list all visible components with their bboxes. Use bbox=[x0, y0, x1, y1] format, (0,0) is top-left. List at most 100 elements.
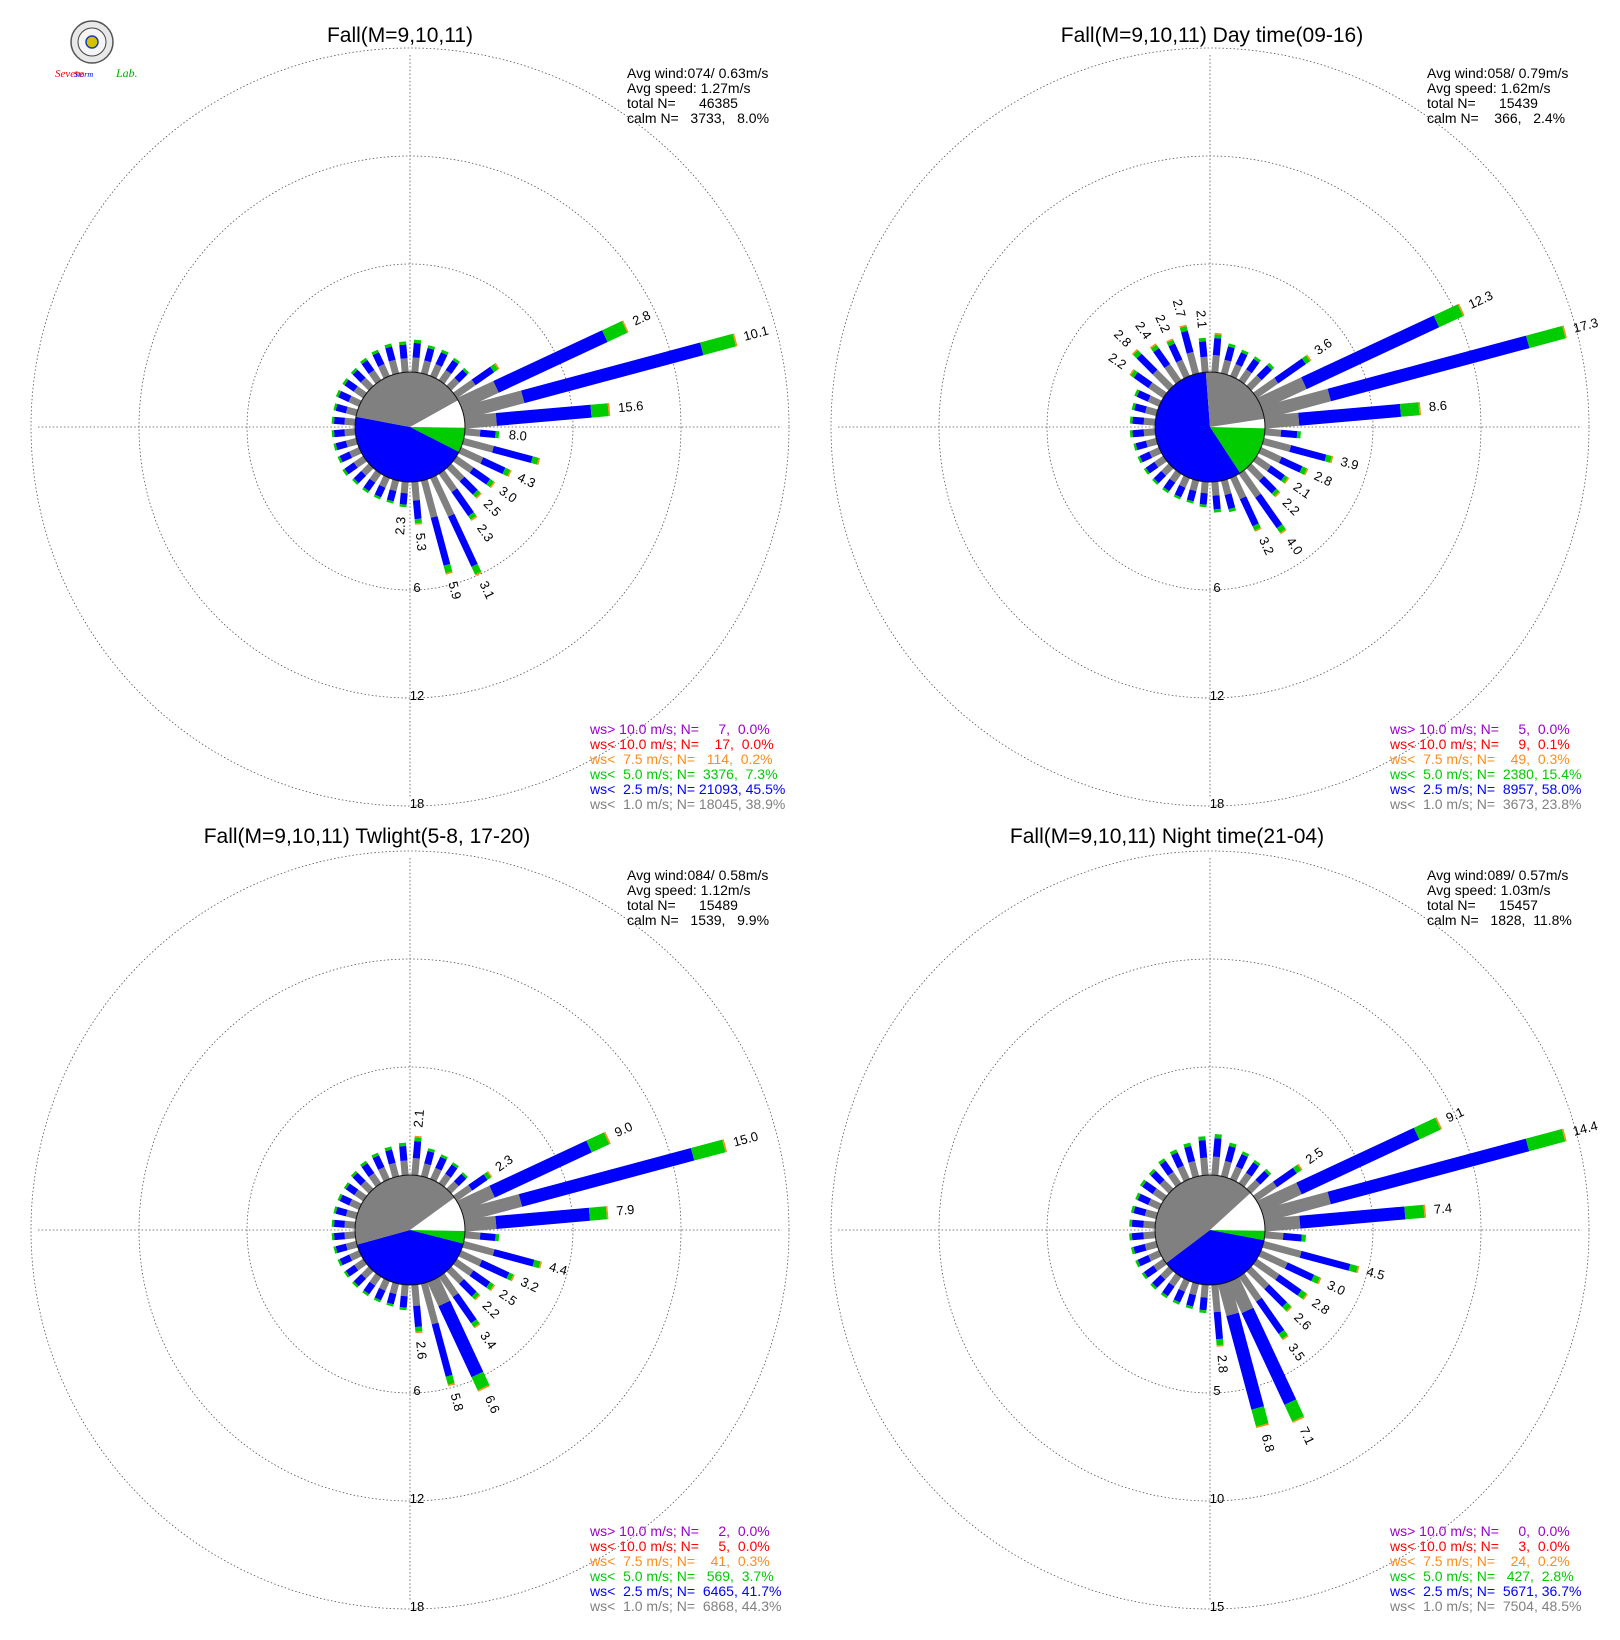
direction-bar bbox=[461, 333, 738, 419]
bar-segment-lt2-5 bbox=[1173, 1288, 1185, 1303]
bar-segment-lt2-5 bbox=[459, 476, 478, 495]
bar-segment-lt5 bbox=[1348, 1264, 1358, 1273]
direction-bar bbox=[1257, 303, 1465, 410]
stats-block: Avg wind:074/ 0.63m/s Avg speed: 1.27m/s… bbox=[627, 65, 769, 126]
grid-ring bbox=[246, 1066, 574, 1394]
bar-value-label: 17.3 bbox=[1571, 315, 1599, 336]
legend-entry-lt1: ws< 1.0 m/s; N= 3673, 23.8% bbox=[1389, 796, 1581, 812]
direction-bar bbox=[420, 479, 453, 575]
direction-bar bbox=[386, 1282, 400, 1307]
direction-bar bbox=[1152, 463, 1174, 485]
direction-bar bbox=[333, 403, 358, 417]
bar-segment-lt1 bbox=[388, 359, 400, 375]
direction-bar bbox=[1238, 1273, 1289, 1341]
bar-segment-lt1 bbox=[1246, 1266, 1270, 1290]
bar-segment-lt7-5 bbox=[1131, 348, 1138, 355]
bar-segment-lt5 bbox=[486, 1281, 494, 1291]
bar-segment-lt1 bbox=[1200, 481, 1209, 494]
direction-bar bbox=[1185, 1282, 1200, 1310]
direction-bar bbox=[384, 343, 400, 375]
bar-segment-lt2-5 bbox=[374, 484, 386, 498]
direction-bar bbox=[335, 389, 362, 407]
bar-segment-lt5 bbox=[414, 518, 422, 524]
bar-segment-lt2-5 bbox=[1171, 1152, 1184, 1169]
bar-segment-lt5 bbox=[1280, 475, 1288, 484]
bar-segment-lt1 bbox=[453, 455, 474, 473]
bar-value-label: 3.0 bbox=[1325, 1277, 1348, 1298]
bar-segment-lt1 bbox=[1230, 1166, 1243, 1182]
bar-segment-lt1 bbox=[457, 381, 499, 410]
bar-segment-lt5 bbox=[1525, 1129, 1566, 1152]
bar-segment-lt5 bbox=[337, 1259, 343, 1267]
direction-bar bbox=[457, 320, 629, 410]
bar-segment-lt5 bbox=[1160, 1292, 1168, 1299]
bar-segment-lt1 bbox=[430, 475, 455, 517]
bar-segment-lt2-5 bbox=[1296, 1127, 1420, 1195]
bar-segment-lt5 bbox=[1253, 1159, 1261, 1167]
bar-segment-lt1 bbox=[379, 1278, 390, 1291]
bar-segment-lt2-5 bbox=[1212, 338, 1222, 356]
bar-segment-lt1 bbox=[411, 357, 420, 373]
ring-labels: 6 12 18 bbox=[410, 580, 424, 811]
bar-segment-lt1 bbox=[1220, 359, 1232, 375]
bar-segment-lt1 bbox=[1246, 463, 1264, 481]
bar-value-label: 4.0 bbox=[1283, 534, 1306, 557]
bar-segment-lt2-5 bbox=[1239, 496, 1259, 527]
bar-segment-lt5 bbox=[531, 456, 539, 465]
center-pie bbox=[354, 371, 466, 483]
bar-segment-lt5 bbox=[337, 456, 343, 464]
bar-segment-lt1 bbox=[1145, 437, 1158, 448]
bar-segment-lt5 bbox=[360, 1160, 368, 1167]
bar-segment-lt2-5 bbox=[1168, 343, 1183, 363]
bar-segment-lt5 bbox=[1228, 343, 1236, 349]
bar-segment-lt2-5 bbox=[495, 1207, 590, 1229]
bar-segment-lt1 bbox=[464, 428, 481, 437]
bar-segment-lt2-5 bbox=[386, 1292, 397, 1305]
bar-segment-lt5 bbox=[1301, 1234, 1306, 1242]
bar-segment-lt2-5 bbox=[385, 1149, 396, 1165]
bar-segment-lt2-5 bbox=[1273, 1167, 1297, 1188]
bar-segment-lt1 bbox=[1258, 1250, 1288, 1269]
bar-segment-lt7-5 bbox=[607, 403, 611, 417]
bar-segment-lt7-5 bbox=[732, 333, 738, 347]
pie-outline bbox=[354, 371, 466, 483]
stat-avg-wind: Avg wind:074/ 0.63m/s bbox=[627, 65, 768, 81]
direction-bar bbox=[1183, 1142, 1200, 1178]
bar-segment-lt1 bbox=[1262, 437, 1292, 452]
bar-segment-lt7-5 bbox=[414, 1135, 422, 1138]
bar-segment-lt2-5 bbox=[335, 440, 348, 451]
bar-segment-lt7-5 bbox=[447, 1383, 455, 1387]
bar-segment-lt2-5 bbox=[1235, 1154, 1248, 1170]
bar-segment-lt2-5 bbox=[448, 513, 478, 567]
direction-bar bbox=[1135, 1192, 1162, 1210]
bar-segment-lt1 bbox=[438, 370, 452, 384]
grid-ring bbox=[830, 47, 1590, 807]
bar-segment-lt2-5 bbox=[372, 352, 385, 367]
legend-entry-lt2-5: ws< 2.5 m/s; N= 8957, 58.0% bbox=[1389, 781, 1581, 797]
bar-segment-lt2-5 bbox=[1235, 352, 1248, 367]
bar-value-label: 2.6 bbox=[413, 1341, 430, 1360]
bar-segment-lt5 bbox=[331, 430, 335, 438]
bar-segment-lt2-5 bbox=[335, 1206, 348, 1217]
bar-segment-lt5 bbox=[1213, 508, 1221, 513]
bar-segment-lt5 bbox=[1148, 1168, 1156, 1176]
bar-value-label: 15.0 bbox=[731, 1128, 759, 1149]
bar-segment-lt5 bbox=[1129, 416, 1133, 424]
direction-bar bbox=[411, 1135, 422, 1176]
direction-bar bbox=[458, 1250, 515, 1282]
bar-segment-lt7-5 bbox=[510, 1274, 515, 1282]
bar-segment-lt2-5 bbox=[453, 1173, 467, 1187]
bar-segment-lt1 bbox=[1161, 463, 1174, 476]
panel-title: Fall(M=9,10,11) Twlight(5-8, 17-20) bbox=[204, 825, 531, 848]
bar-segment-lt2-5 bbox=[353, 1273, 367, 1287]
bar-segment-lt7-5 bbox=[1274, 491, 1281, 498]
bar-segment-lt2-5 bbox=[471, 366, 495, 386]
direction-bar bbox=[399, 1284, 409, 1311]
logo-seal-star bbox=[85, 35, 99, 49]
legend-entry-lt2-5: ws< 2.5 m/s; N= 6465, 41.7% bbox=[589, 1583, 781, 1599]
bar-segment-lt2-5 bbox=[352, 1172, 366, 1186]
pie-slice-lt2-5 bbox=[357, 1230, 464, 1285]
bar-value-label: 15.6 bbox=[617, 398, 644, 415]
direction-bar bbox=[464, 403, 611, 429]
bar-value-label: 7.4 bbox=[1433, 1200, 1452, 1217]
